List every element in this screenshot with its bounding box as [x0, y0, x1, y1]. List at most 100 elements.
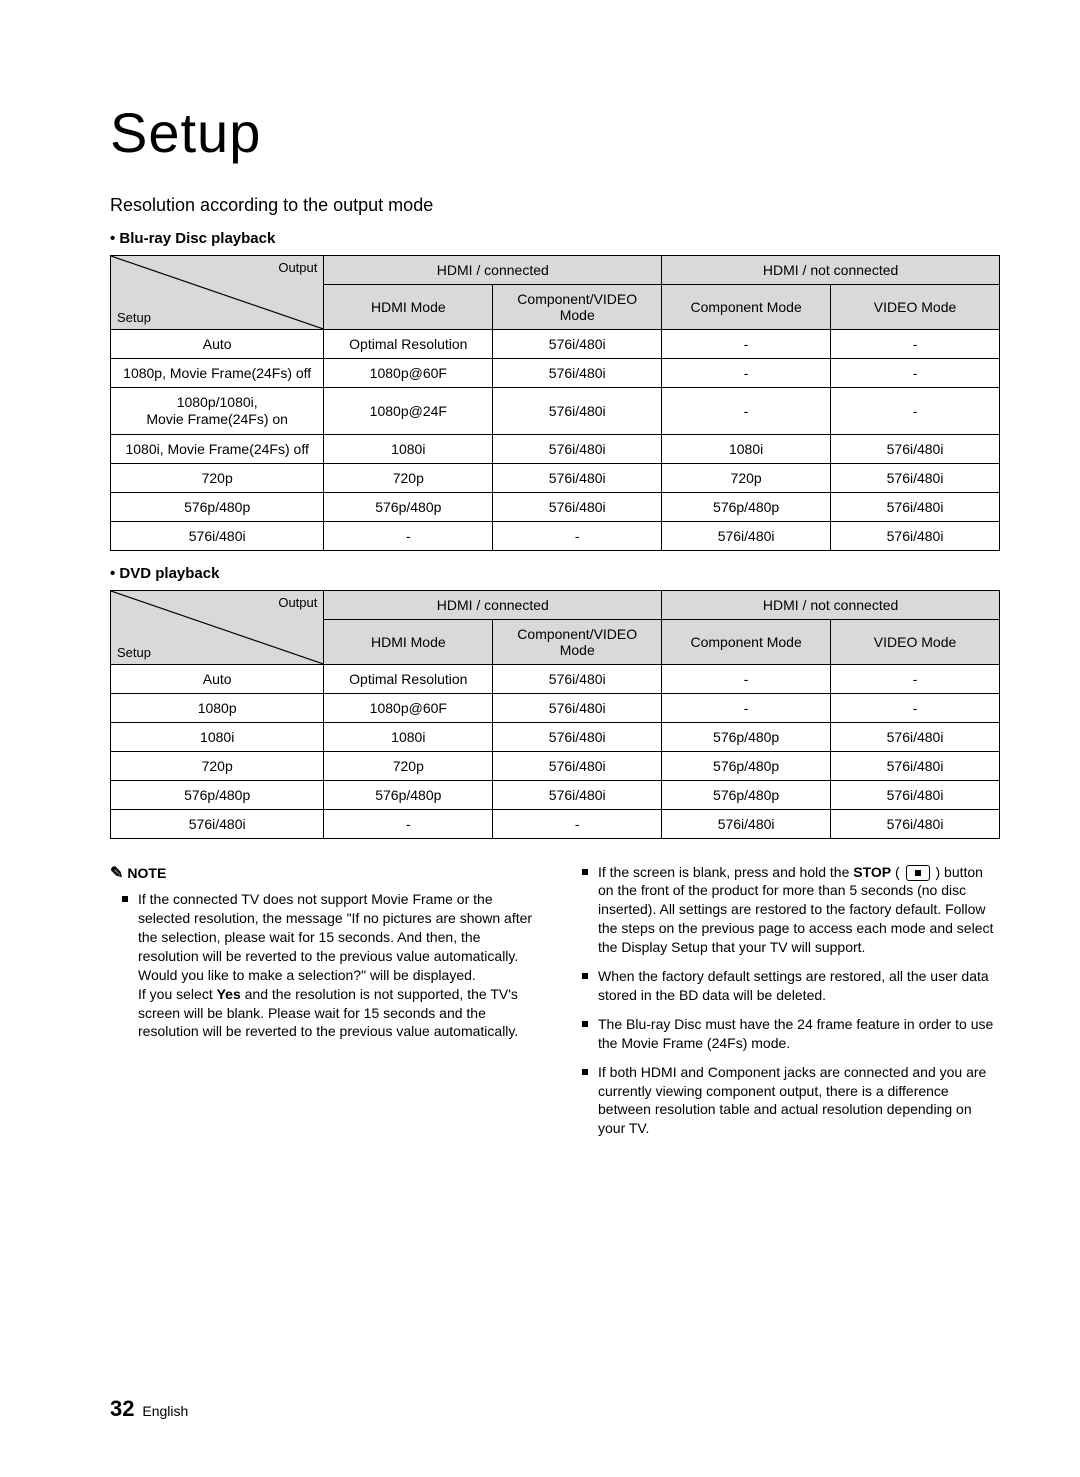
note-item: If the connected TV does not support Mov… [138, 890, 540, 1041]
cell-setup: 720p [111, 751, 324, 780]
table-row: 720p 720p 576i/480i 576p/480p 576i/480i [111, 751, 1000, 780]
cell-cv: 576i/480i [493, 722, 662, 751]
hdr-component-mode: Component Mode [662, 285, 831, 330]
cell-setup: 576i/480i [111, 809, 324, 838]
cell-video: 576i/480i [831, 463, 1000, 492]
cell-hdmi: 576p/480p [324, 780, 493, 809]
cell-hdmi: - [324, 809, 493, 838]
cell-cv: 576i/480i [493, 434, 662, 463]
cell-cv: 576i/480i [493, 780, 662, 809]
cell-cv: 576i/480i [493, 751, 662, 780]
cell-cv: - [493, 809, 662, 838]
table-row: 576i/480i - - 576i/480i 576i/480i [111, 809, 1000, 838]
hdr-comp-video-mode: Component/VIDEO Mode [493, 619, 662, 664]
note-text: If you select [138, 986, 217, 1002]
manual-page: Setup Resolution according to the output… [0, 0, 1080, 1477]
page-title: Setup [110, 100, 1000, 165]
note-item: If the screen is blank, press and hold t… [598, 863, 1000, 957]
cell-comp: 576p/480p [662, 492, 831, 521]
hdr-comp-video-mode: Component/VIDEO Mode [493, 285, 662, 330]
cell-comp: 576p/480p [662, 722, 831, 751]
diag-output: Output [278, 260, 317, 275]
note-text: If the screen is blank, press and hold t… [598, 864, 853, 880]
diag-header: Setup Output [111, 256, 324, 330]
cell-comp: - [662, 388, 831, 435]
cell-video: 576i/480i [831, 434, 1000, 463]
table-row: 1080i 1080i 576i/480i 576p/480p 576i/480… [111, 722, 1000, 751]
note-text: If the connected TV does not support Mov… [138, 891, 532, 983]
cell-setup: 576p/480p [111, 780, 324, 809]
cell-comp: - [662, 359, 831, 388]
page-lang: English [142, 1403, 188, 1419]
cell-cv: 576i/480i [493, 693, 662, 722]
section-subtitle: Resolution according to the output mode [110, 195, 1000, 216]
cell-video: - [831, 388, 1000, 435]
cell-cv: - [493, 521, 662, 550]
table-row: 1080p/1080i, Movie Frame(24Fs) on 1080p@… [111, 388, 1000, 435]
hdr-video-mode: VIDEO Mode [831, 619, 1000, 664]
cell-video: - [831, 359, 1000, 388]
table-row: Auto Optimal Resolution 576i/480i - - [111, 664, 1000, 693]
stop-icon [906, 865, 930, 881]
table-row: 576i/480i - - 576i/480i 576i/480i [111, 521, 1000, 550]
cell-hdmi: 1080i [324, 434, 493, 463]
hdr-hdmi-connected: HDMI / connected [324, 256, 662, 285]
dvd-label: • DVD playback [110, 565, 1000, 582]
bluray-label: • Blu-ray Disc playback [110, 230, 1000, 247]
cell-setup: Auto [111, 664, 324, 693]
cell-setup: 1080i [111, 722, 324, 751]
cell-setup: 1080p/1080i, Movie Frame(24Fs) on [111, 388, 324, 435]
table-row: Auto Optimal Resolution 576i/480i - - [111, 330, 1000, 359]
hand-icon: ✎ [110, 865, 123, 882]
cell-hdmi: 720p [324, 751, 493, 780]
notes-right: If the screen is blank, press and hold t… [570, 863, 1000, 1149]
note-item: The Blu-ray Disc must have the 24 frame … [598, 1015, 1000, 1053]
cell-hdmi: 1080p@60F [324, 359, 493, 388]
hdr-hdmi-not-connected: HDMI / not connected [662, 256, 1000, 285]
cell-hdmi: Optimal Resolution [324, 664, 493, 693]
page-number: 32 [110, 1396, 134, 1421]
cell-setup: 720p [111, 463, 324, 492]
cell-hdmi: Optimal Resolution [324, 330, 493, 359]
cell-comp: 576i/480i [662, 809, 831, 838]
hdr-hdmi-not-connected: HDMI / not connected [662, 590, 1000, 619]
cell-line2: Movie Frame(24Fs) on [146, 411, 288, 427]
cell-comp: 720p [662, 463, 831, 492]
cell-comp: 576p/480p [662, 780, 831, 809]
hdr-component-mode: Component Mode [662, 619, 831, 664]
cell-setup: 576i/480i [111, 521, 324, 550]
note-bold: Yes [217, 986, 241, 1002]
cell-cv: 576i/480i [493, 359, 662, 388]
cell-hdmi: 1080p@60F [324, 693, 493, 722]
table-row: 576p/480p 576p/480p 576i/480i 576p/480p … [111, 492, 1000, 521]
cell-setup: 576p/480p [111, 492, 324, 521]
cell-video: 576i/480i [831, 809, 1000, 838]
cell-setup: 1080i, Movie Frame(24Fs) off [111, 434, 324, 463]
diag-setup: Setup [117, 310, 151, 325]
cell-cv: 576i/480i [493, 388, 662, 435]
cell-hdmi: 1080i [324, 722, 493, 751]
cell-video: 576i/480i [831, 722, 1000, 751]
cell-line1: 1080p/1080i, [177, 394, 258, 410]
cell-hdmi: - [324, 521, 493, 550]
cell-comp: 1080i [662, 434, 831, 463]
diag-output: Output [278, 595, 317, 610]
diag-header: Setup Output [111, 590, 324, 664]
note-text: ( [891, 864, 903, 880]
cell-setup: 1080p [111, 693, 324, 722]
cell-cv: 576i/480i [493, 463, 662, 492]
cell-hdmi: 1080p@24F [324, 388, 493, 435]
hdr-hdmi-connected: HDMI / connected [324, 590, 662, 619]
note-item: If both HDMI and Component jacks are con… [598, 1063, 1000, 1139]
cell-comp: - [662, 330, 831, 359]
table-row: 576p/480p 576p/480p 576i/480i 576p/480p … [111, 780, 1000, 809]
cell-video: - [831, 664, 1000, 693]
cell-cv: 576i/480i [493, 330, 662, 359]
note-item: When the factory default settings are re… [598, 967, 1000, 1005]
notes: ✎NOTE If the connected TV does not suppo… [110, 863, 1000, 1149]
table-row: 720p 720p 576i/480i 720p 576i/480i [111, 463, 1000, 492]
cell-comp: 576p/480p [662, 751, 831, 780]
diag-setup: Setup [117, 645, 151, 660]
hdr-hdmi-mode: HDMI Mode [324, 619, 493, 664]
notes-left: ✎NOTE If the connected TV does not suppo… [110, 863, 540, 1149]
